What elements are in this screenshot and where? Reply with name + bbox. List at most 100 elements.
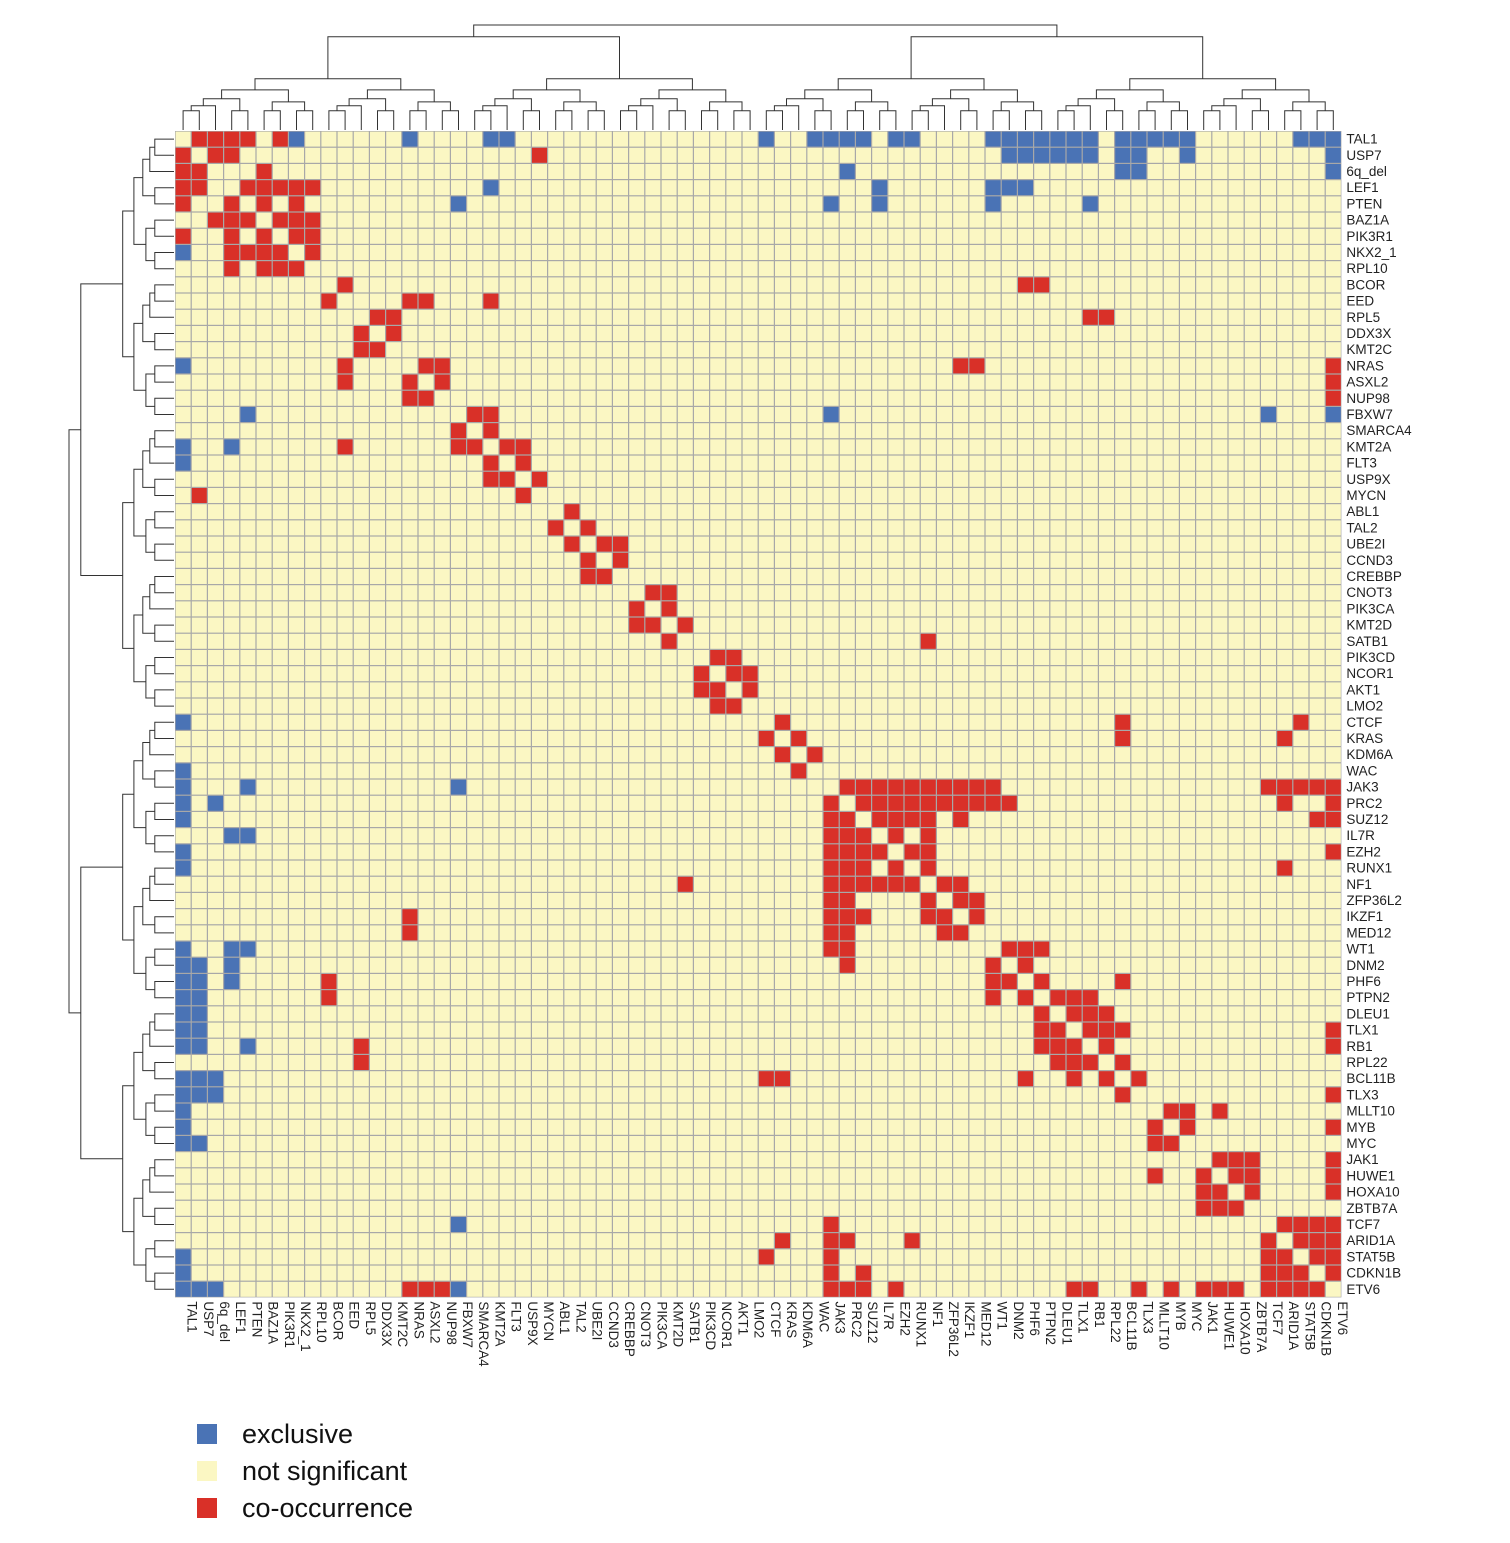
heatmap-cell-JAK1-WT1	[985, 1152, 1001, 1168]
heatmap-cell-RPL5-PIK3R1	[272, 309, 288, 325]
heatmap-cell-MLLT10-BCOR	[321, 1103, 337, 1119]
heatmap-cell-WT1-RPL5	[353, 941, 369, 957]
heatmap-cell-CNOT3-KMT2C	[386, 585, 402, 601]
heatmap-cell-KMT2A-IKZF1	[953, 439, 969, 455]
heatmap-cell-CCND3-RPL10	[305, 552, 321, 568]
heatmap-cell-MYC-AKT1	[726, 1136, 742, 1151]
heatmap-cell-CREBBP-ETV6	[1325, 569, 1341, 584]
heatmap-cell-MED12-TLX1	[1066, 925, 1082, 941]
heatmap-cell-PIK3CA-NCOR1	[710, 601, 726, 617]
heatmap-cell-FLT3-RB1	[1082, 455, 1098, 471]
heatmap-cell-NRAS-SATB1	[677, 358, 693, 374]
heatmap-cell-CREBBP-CNOT3	[629, 569, 645, 584]
heatmap-cell-UBE2I-DLEU1	[1050, 536, 1066, 552]
heatmap-cell-KMT2D-TAL2	[564, 617, 580, 633]
heatmap-cell-NUP98-CREBBP	[613, 390, 628, 406]
heatmap-cell-6q_del-MED12	[969, 164, 985, 179]
heatmap-cell-NCOR1-RPL5	[353, 666, 369, 682]
heatmap-cell-MYB-KMT2D	[661, 1119, 677, 1135]
heatmap-cell-RPL5-ABL1	[548, 309, 564, 325]
heatmap-cell-ASXL2-IKZF1	[953, 374, 969, 390]
heatmap-cell-MLLT10-UBE2I	[580, 1103, 596, 1119]
heatmap-cell-DDX3X-USP9X	[515, 326, 531, 341]
heatmap-cell-LEF1-PIK3CA	[645, 180, 661, 196]
heatmap-cell-UBE2I-TLX3	[1131, 536, 1147, 552]
heatmap-cell-IL7R-MYC	[1180, 828, 1195, 844]
heatmap-cell-TLX3-IKZF1	[953, 1087, 969, 1103]
heatmap-cell-PIK3CA-BCL11B	[1115, 601, 1131, 617]
heatmap-cell-CREBBP-ASXL2	[418, 569, 434, 584]
heatmap-cell-NCOR1-PIK3R1	[272, 666, 288, 682]
heatmap-cell-LMO2-CREBBP	[613, 698, 628, 714]
heatmap-cell-KRAS-CREBBP	[613, 731, 628, 746]
heatmap-cell-FBXW7-RB1	[1082, 407, 1098, 422]
heatmap-cell-MLLT10-PIK3CA	[645, 1103, 661, 1119]
heatmap-cell-KDM6A-KMT2D	[661, 747, 677, 763]
heatmap-cell-SMARCA4-MYB	[1163, 423, 1179, 439]
heatmap-cell-USP7-6q_del	[208, 147, 223, 163]
heatmap-cell-RPL5-JAK3	[823, 309, 839, 325]
heatmap-cell-TCF7-PTEN	[240, 1217, 256, 1232]
heatmap-cell-KMT2C-NKX2_1	[289, 342, 304, 358]
heatmap-cell-JAK1-TLX1	[1066, 1152, 1082, 1168]
heatmap-cell-RPL10-LEF1	[224, 261, 240, 277]
heatmap-cell-KRAS-CTCF	[758, 731, 774, 746]
heatmap-cell-MYB-RPL5	[353, 1119, 369, 1135]
heatmap-cell-NF1-NRAS	[402, 876, 418, 892]
heatmap-cell-IL7R-6q_del	[208, 828, 223, 844]
heatmap-cell-CCND3-PRC2	[839, 552, 855, 568]
heatmap-cell-FLT3-STAT5B	[1293, 455, 1309, 471]
heatmap-cell-ABL1-WAC	[807, 504, 823, 520]
heatmap-cell-MYC-SATB1	[677, 1136, 693, 1151]
heatmap-cell-KMT2C-TLX1	[1066, 342, 1082, 358]
heatmap-cell-LEF1-JAK1	[1196, 180, 1212, 196]
heatmap-cell-USP7-TAL1	[175, 147, 191, 163]
heatmap-cell-MED12-JAK1	[1196, 925, 1212, 941]
heatmap-cell-SATB1-TAL1	[175, 633, 191, 649]
heatmap-cell-ABL1-ZBTB7A	[1244, 504, 1260, 520]
heatmap-cell-SATB1-ABL1	[548, 633, 564, 649]
heatmap-cell-CNOT3-KMT2A	[483, 585, 499, 601]
heatmap-cell-BAZ1A-USP9X	[515, 212, 531, 228]
heatmap-cell-KMT2C-BAZ1A	[256, 342, 272, 358]
heatmap-cell-KMT2C-CCND3	[596, 342, 612, 358]
heatmap-cell-RPL22-6q_del	[208, 1055, 223, 1070]
heatmap-cell-ASXL2-CNOT3	[629, 374, 645, 390]
heatmap-cell-CTCF-PTEN	[240, 714, 256, 730]
heatmap-cell-LMO2-ASXL2	[418, 698, 434, 714]
heatmap-cell-MYB-CCND3	[596, 1119, 612, 1135]
heatmap-cell-IKZF1-PRC2	[839, 909, 855, 925]
heatmap-cell-MLLT10-LMO2	[742, 1103, 758, 1119]
heatmap-cell-MED12-PRC2	[839, 925, 855, 941]
heatmap-cell-NRAS-ETV6	[1325, 358, 1341, 374]
heatmap-cell-TCF7-EED	[337, 1217, 353, 1232]
heatmap-cell-NCOR1-ZFP36L2	[937, 666, 952, 682]
heatmap-cell-KMT2D-UBE2I	[580, 617, 596, 633]
heatmap-cell-TLX1-AKT1	[726, 1022, 742, 1038]
heatmap-cell-IKZF1-KMT2D	[661, 909, 677, 925]
heatmap-cell-RPL22-PIK3CA	[645, 1055, 661, 1070]
heatmap-cell-WT1-TCF7	[1261, 941, 1276, 957]
heatmap-cell-RPL22-HUWE1	[1212, 1055, 1228, 1070]
heatmap-cell-IL7R-MED12	[969, 828, 985, 844]
heatmap-cell-DNM2-AKT1	[726, 957, 742, 973]
heatmap-cell-TAL1-KRAS	[775, 131, 790, 147]
heatmap-cell-PTEN-SMARCA4	[467, 196, 483, 212]
heatmap-cell-PIK3CD-ETV6	[1325, 650, 1341, 665]
dendrogram-branch	[133, 1197, 146, 1266]
heatmap-cell-MYCN-TCF7	[1261, 488, 1276, 503]
heatmap-cell-TLX1-NRAS	[402, 1022, 418, 1038]
heatmap-cell-CTCF-JAK1	[1196, 714, 1212, 730]
heatmap-cell-CREBBP-CCND3	[596, 569, 612, 584]
heatmap-cell-TAL2-TAL1	[175, 520, 191, 536]
heatmap-cell-IKZF1-EED	[337, 909, 353, 925]
heatmap-cell-ASXL2-EED	[337, 374, 353, 390]
heatmap-cell-BCOR-BAZ1A	[256, 277, 272, 293]
heatmap-cell-HUWE1-HOXA10	[1228, 1168, 1244, 1184]
heatmap-cell-LMO2-HUWE1	[1212, 698, 1228, 714]
heatmap-cell-TLX1-LEF1	[224, 1022, 240, 1038]
heatmap-cell-ZBTB7A-NUP98	[434, 1200, 450, 1216]
heatmap-cell-LMO2-DNM2	[1001, 698, 1017, 714]
heatmap-cell-FLT3-AKT1	[726, 455, 742, 471]
heatmap-cell-RUNX1-HOXA10	[1228, 860, 1244, 876]
